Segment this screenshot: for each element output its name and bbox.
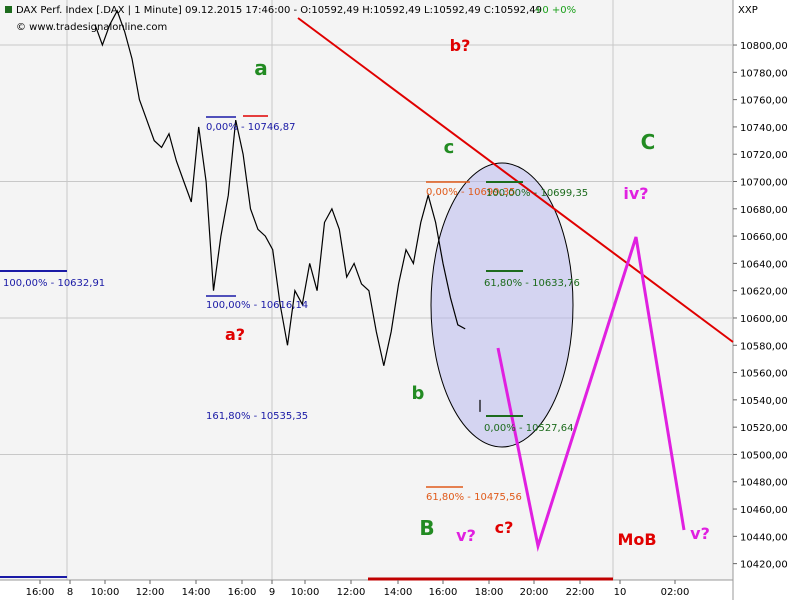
y-tick-label: 10600,00 <box>740 314 788 325</box>
axis-name: XXP <box>738 5 758 16</box>
x-tick-label: 12:00 <box>136 587 165 598</box>
y-tick-label: 10660,00 <box>740 232 788 243</box>
status-icon <box>5 6 12 13</box>
x-tick-label: 10:00 <box>291 587 320 598</box>
fib-label: 100,00% - 10632,91 <box>3 278 105 289</box>
x-tick-label: 02:00 <box>661 587 690 598</box>
projection-path <box>496 236 686 552</box>
x-tick-label: 16:00 <box>228 587 257 598</box>
x-tick-label: 14:00 <box>182 587 211 598</box>
fib-label: 0,00% - 10746,87 <box>206 122 295 133</box>
y-tick-label: 10700,00 <box>740 178 788 189</box>
y-tick-label: 10580,00 <box>740 341 788 352</box>
x-tick-label: 16:00 <box>26 587 55 598</box>
fib-label: 61,80% - 10475,56 <box>426 492 522 503</box>
y-tick-label: 10780,00 <box>740 68 788 79</box>
wave-label: B <box>419 516 434 540</box>
y-tick-label: 10760,00 <box>740 96 788 107</box>
header-change: +0 +0% <box>534 5 576 16</box>
fib-label: 100,00% - 10616,14 <box>206 300 308 311</box>
target-ellipse <box>430 162 574 448</box>
x-tick-label: 14:00 <box>384 587 413 598</box>
y-tick-label: 10620,00 <box>740 287 788 298</box>
price-line <box>94 9 481 412</box>
x-tick-label: 18:00 <box>475 587 504 598</box>
fib-label: 100,00% - 10699,35 <box>486 188 588 199</box>
y-tick-label: 10540,00 <box>740 396 788 407</box>
x-tick-label: 12:00 <box>337 587 366 598</box>
y-tick-label: 10560,00 <box>740 369 788 380</box>
fib-label: 0,00% - 10699,35 <box>426 187 515 198</box>
x-tick-label: 10:00 <box>91 587 120 598</box>
trend-line <box>297 17 734 343</box>
fib-label: 61,80% - 10633,76 <box>484 278 580 289</box>
wave-label: c <box>444 137 455 158</box>
y-tick-label: 10720,00 <box>740 150 788 161</box>
wave-label: b <box>412 383 425 404</box>
y-tick-label: 10680,00 <box>740 205 788 216</box>
wave-label: iv? <box>623 184 648 203</box>
x-tick-label: 10 <box>614 587 627 598</box>
plot-area <box>0 0 733 580</box>
y-tick-label: 10520,00 <box>740 423 788 434</box>
wave-label: c? <box>495 518 514 537</box>
y-tick-label: 10440,00 <box>740 532 788 543</box>
x-tick-label: 16:00 <box>429 587 458 598</box>
y-tick-label: 10460,00 <box>740 505 788 516</box>
y-tick-label: 10640,00 <box>740 259 788 270</box>
y-tick-label: 10740,00 <box>740 123 788 134</box>
wave-label: C <box>641 130 656 154</box>
y-tick-label: 10800,00 <box>740 41 788 52</box>
fib-label: 161,80% - 10535,35 <box>206 411 308 422</box>
wave-label: a <box>254 56 268 80</box>
wave-label: v? <box>690 524 710 543</box>
x-tick-label: 9 <box>269 587 275 598</box>
header-title: DAX Perf. Index [.DAX | 1 Minute] 09.12.… <box>16 5 542 16</box>
wave-label: MoB <box>617 530 656 549</box>
wave-label: b? <box>450 36 471 55</box>
x-tick-label: 20:00 <box>520 587 549 598</box>
fib-label: 0,00% - 10527,64 <box>484 423 573 434</box>
copyright: © www.tradesignalonline.com <box>16 22 167 33</box>
wave-label: a? <box>225 325 245 344</box>
wave-label: v? <box>456 526 476 545</box>
x-tick-label: 22:00 <box>566 587 595 598</box>
y-tick-label: 10420,00 <box>740 560 788 571</box>
y-tick-label: 10480,00 <box>740 478 788 489</box>
x-tick-label: 8 <box>67 587 73 598</box>
y-tick-label: 10500,00 <box>740 450 788 461</box>
